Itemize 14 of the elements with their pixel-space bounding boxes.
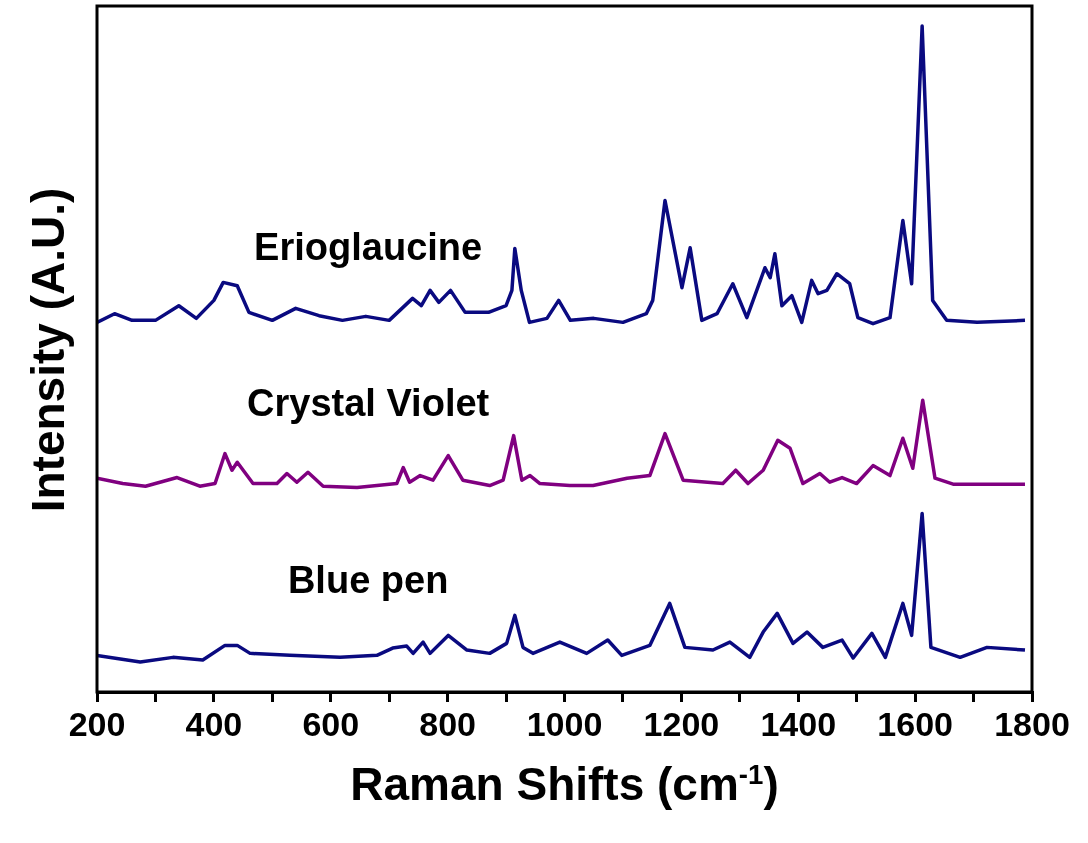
- x-tick-label: 1800: [994, 704, 1070, 743]
- x-tick-label: 1400: [760, 704, 837, 743]
- series-label: Erioglaucine: [254, 226, 483, 269]
- x-tick-label: 1200: [643, 704, 720, 743]
- series-label: Crystal Violet: [247, 382, 490, 425]
- x-axis-title: Raman Shifts (cm$^{-1}$): [349, 757, 780, 811]
- x-tick-label: 800: [419, 704, 476, 743]
- x-tick-label: 1000: [526, 704, 603, 743]
- x-tick-label: 600: [302, 704, 360, 743]
- x-tick-label: 1600: [877, 704, 953, 743]
- x-tick-label: 400: [185, 704, 243, 743]
- series-label: Blue pen: [287, 559, 449, 602]
- y-axis-title: Intensity (A.U.): [21, 187, 75, 513]
- x-tick-label: 200: [68, 704, 126, 743]
